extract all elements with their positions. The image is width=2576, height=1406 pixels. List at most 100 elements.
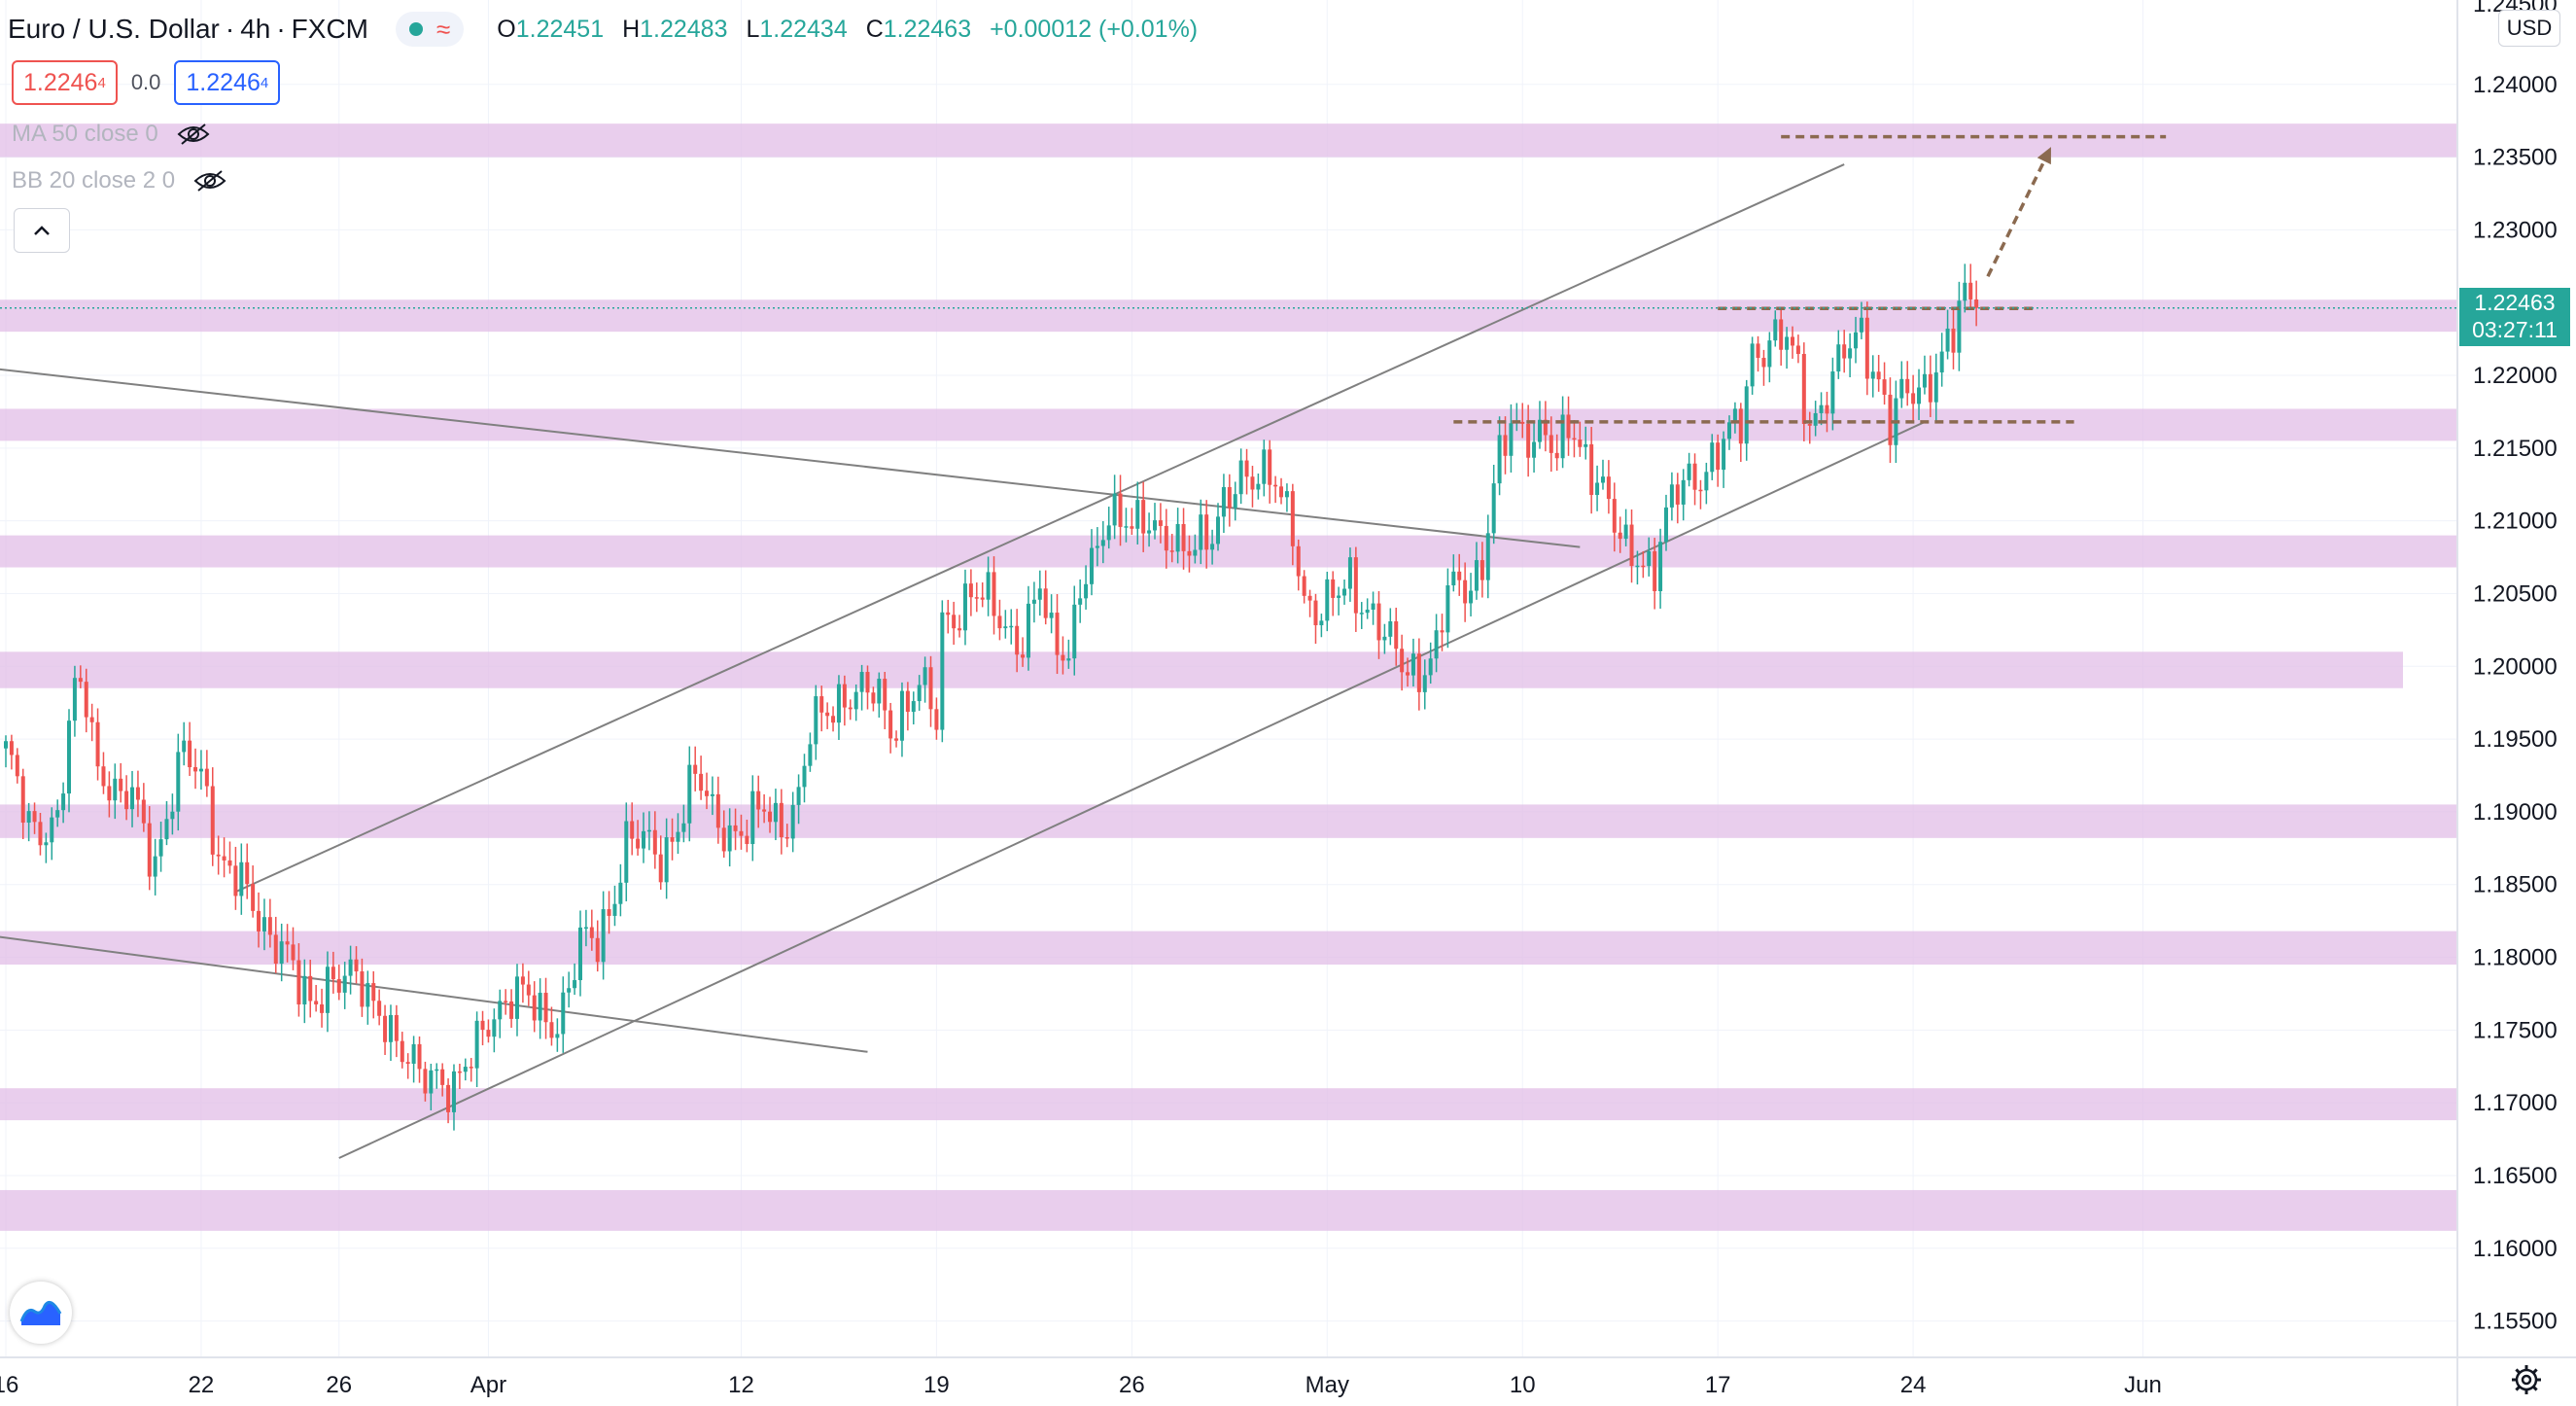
gear-icon[interactable] bbox=[2510, 1363, 2543, 1396]
candle-body bbox=[135, 787, 140, 800]
candle-body bbox=[573, 980, 577, 989]
candle-body bbox=[1434, 630, 1439, 659]
candle-body bbox=[383, 1015, 388, 1042]
market-status-pill[interactable]: ≈ bbox=[396, 12, 465, 47]
candle-body bbox=[1365, 610, 1370, 614]
candle-body bbox=[1021, 654, 1026, 658]
candle-body bbox=[733, 825, 738, 831]
eye-off-icon[interactable] bbox=[176, 123, 211, 146]
candle-body bbox=[1479, 560, 1484, 580]
candle-body bbox=[1951, 328, 1956, 353]
current-price-tag: 1.22463 03:27:11 bbox=[2459, 288, 2570, 346]
candle-body bbox=[1244, 460, 1249, 477]
candle-body bbox=[423, 1069, 428, 1094]
candle-body bbox=[273, 934, 278, 965]
candle-body bbox=[1158, 520, 1163, 526]
candle-body bbox=[946, 612, 951, 615]
support-resistance-zones bbox=[0, 123, 2457, 1231]
candle-body bbox=[1227, 486, 1232, 509]
candle-body bbox=[78, 678, 83, 683]
candle-body bbox=[1801, 354, 1806, 424]
candle-body bbox=[1273, 484, 1278, 487]
header-separator: · bbox=[276, 14, 286, 44]
candle-body bbox=[4, 741, 8, 749]
candle-body bbox=[55, 810, 60, 818]
buy-button[interactable]: 1.2246 4 bbox=[174, 60, 281, 105]
candle-body bbox=[1888, 394, 1893, 445]
zone-band bbox=[0, 804, 2457, 838]
tradingview-logo[interactable] bbox=[10, 1282, 72, 1344]
candle-body bbox=[831, 716, 836, 723]
sell-button[interactable]: 1.2246 4 bbox=[12, 60, 118, 105]
indicator-bb[interactable]: BB 20 close 2 0 bbox=[12, 167, 227, 194]
candle-body bbox=[1922, 373, 1927, 388]
candle-body bbox=[1118, 493, 1123, 527]
candle-body bbox=[768, 811, 773, 823]
candle-body bbox=[1112, 493, 1117, 526]
candle-body bbox=[1509, 423, 1514, 456]
currency-button[interactable]: USD bbox=[2498, 10, 2560, 47]
candle-body bbox=[1193, 549, 1198, 556]
candle-body bbox=[1842, 344, 1847, 359]
candle-body bbox=[676, 831, 680, 842]
candle-body bbox=[1899, 378, 1904, 399]
x-tick-label: 19 bbox=[923, 1372, 950, 1398]
y-tick-label: 1.23500 bbox=[2473, 145, 2558, 171]
zone-band bbox=[0, 1088, 2457, 1121]
symbol-name[interactable]: Euro / U.S. Dollar bbox=[8, 14, 220, 44]
candle-body bbox=[549, 1022, 554, 1038]
candle-body bbox=[9, 741, 14, 756]
candle-body bbox=[405, 1062, 410, 1064]
candle-body bbox=[1905, 378, 1910, 394]
candle-body bbox=[124, 791, 129, 810]
candle-body bbox=[119, 778, 123, 791]
candle-body bbox=[498, 1001, 503, 1020]
candle-body bbox=[750, 791, 755, 845]
y-tick-label: 1.23000 bbox=[2473, 217, 2558, 243]
zone-band bbox=[0, 408, 2457, 441]
candle-body bbox=[198, 768, 203, 772]
candle-body bbox=[20, 776, 25, 824]
candle-body bbox=[601, 909, 606, 963]
candle-body bbox=[1566, 414, 1571, 439]
y-tick-label: 1.22000 bbox=[2473, 363, 2558, 389]
candle-body bbox=[204, 768, 209, 787]
candle-body bbox=[1773, 319, 1778, 341]
candle-body bbox=[1848, 348, 1853, 359]
candle-body bbox=[1663, 507, 1668, 543]
candle-body bbox=[1825, 404, 1829, 414]
candle-body bbox=[1141, 500, 1146, 534]
eye-off-icon[interactable] bbox=[192, 169, 227, 193]
candle-body bbox=[1485, 533, 1490, 580]
candle-body bbox=[825, 712, 830, 717]
indicator-ma[interactable]: MA 50 close 0 bbox=[12, 121, 211, 148]
candle-body bbox=[1009, 625, 1014, 628]
candle-body bbox=[1376, 603, 1381, 641]
candle-body bbox=[1503, 435, 1508, 456]
zone-band bbox=[0, 535, 2457, 568]
candle-body bbox=[1876, 371, 1881, 380]
candle-body bbox=[463, 1067, 468, 1072]
candle-body bbox=[1675, 484, 1680, 505]
candle-body bbox=[1543, 419, 1548, 436]
close-value: 1.22463 bbox=[883, 15, 972, 43]
candle-body bbox=[888, 710, 893, 739]
candle-body bbox=[1043, 588, 1048, 618]
candle-body bbox=[257, 910, 261, 931]
collapse-legend-button[interactable] bbox=[14, 208, 70, 253]
candle-body bbox=[147, 823, 152, 877]
candle-body bbox=[342, 975, 347, 993]
candle-body bbox=[26, 811, 31, 824]
zone-band bbox=[0, 299, 2457, 333]
interval-label[interactable]: 4h bbox=[240, 14, 271, 44]
candle-body bbox=[612, 903, 617, 916]
candle-body bbox=[1623, 524, 1628, 540]
candle-body bbox=[1394, 621, 1399, 650]
y-tick-label: 1.20500 bbox=[2473, 580, 2558, 607]
candle-body bbox=[411, 1043, 416, 1064]
candle-body bbox=[492, 1019, 497, 1037]
candle-body bbox=[589, 927, 594, 938]
candle-body bbox=[227, 860, 232, 866]
candle-body bbox=[796, 787, 801, 805]
